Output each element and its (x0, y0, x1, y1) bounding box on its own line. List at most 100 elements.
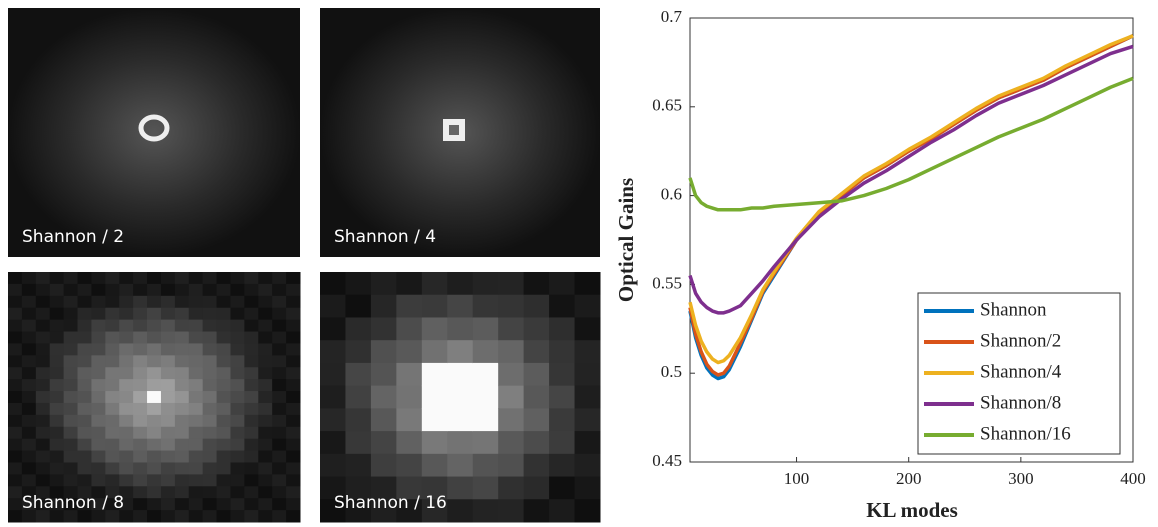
pixel (472, 453, 499, 478)
pixel (160, 391, 176, 404)
pixel (133, 391, 148, 404)
pixel (35, 295, 51, 309)
pixel (472, 362, 499, 387)
pixel (498, 408, 525, 432)
pixel (174, 391, 190, 404)
pixel (258, 355, 273, 368)
pixel (21, 307, 37, 321)
pixel (447, 317, 474, 341)
pixel (202, 272, 218, 285)
pixel (345, 294, 372, 318)
pixel (188, 355, 204, 368)
pixel (8, 272, 23, 285)
pixel (63, 438, 79, 452)
pixel (523, 340, 550, 364)
pixel (160, 486, 176, 499)
pixel (549, 317, 576, 341)
pixel (216, 426, 231, 440)
pixel (21, 319, 37, 333)
pixel (230, 272, 245, 285)
pixel (244, 307, 259, 321)
pixel (272, 343, 287, 356)
pixel (320, 385, 346, 409)
pixel (21, 474, 37, 487)
pixel (549, 294, 576, 318)
pixel (63, 414, 79, 428)
pixel (160, 307, 176, 321)
pixel (286, 307, 301, 321)
pixel (370, 340, 397, 364)
pixel (8, 367, 23, 380)
pixel (133, 319, 148, 333)
pixel (188, 474, 204, 487)
pixel (230, 367, 245, 380)
pixel (160, 343, 176, 356)
pixel (133, 343, 148, 356)
pixel (63, 307, 79, 321)
pixel (345, 408, 372, 432)
pixel (91, 307, 106, 321)
pixel (286, 438, 301, 452)
pixel (91, 379, 106, 392)
pixel (188, 307, 204, 321)
pixel (77, 355, 92, 368)
pixel (286, 272, 301, 285)
pixel (63, 450, 79, 463)
pixel (119, 391, 134, 404)
pixel (21, 331, 37, 344)
pixel (119, 438, 134, 452)
pixel (160, 474, 176, 487)
pixel (49, 283, 65, 297)
pixel (105, 272, 120, 285)
pixel (77, 474, 92, 487)
pixel (8, 319, 23, 333)
pixel (472, 340, 499, 364)
pixel (272, 438, 287, 452)
pixel (91, 438, 106, 452)
pixel (35, 307, 51, 321)
pixel (174, 307, 190, 321)
y-tick-label: 0.5 (661, 362, 682, 381)
pixel (119, 307, 134, 321)
pixel (230, 391, 245, 404)
pixel (174, 462, 190, 475)
pixel (8, 426, 23, 440)
pixel (160, 402, 176, 416)
pixel (105, 486, 120, 499)
pixel (63, 474, 79, 487)
pixel (77, 367, 92, 380)
pixel (447, 362, 474, 387)
pixel (272, 391, 287, 404)
pixel (272, 331, 287, 344)
pixel (272, 355, 287, 368)
pixel (8, 438, 23, 452)
pixel (21, 367, 37, 380)
pixel (396, 362, 423, 387)
pixel (286, 367, 301, 380)
pixel (202, 438, 218, 452)
pixel (286, 426, 301, 440)
pixel (77, 402, 92, 416)
pixel (35, 450, 51, 463)
y-tick-label: 0.45 (652, 451, 682, 470)
pixel (49, 474, 65, 487)
pixel (49, 402, 65, 416)
pixel (105, 355, 120, 368)
pixel (230, 331, 245, 344)
pixel (105, 426, 120, 440)
pixel (133, 283, 148, 297)
pixel (574, 476, 601, 500)
pixel (147, 438, 162, 452)
pixel (370, 476, 397, 500)
pixel (147, 474, 162, 487)
pixel (345, 340, 372, 364)
y-tick-label: 0.65 (652, 96, 682, 115)
pixel (174, 510, 190, 523)
pixel (188, 450, 204, 463)
pixel (272, 474, 287, 487)
pixel (286, 498, 301, 511)
pixel (188, 283, 204, 297)
pixel (8, 379, 23, 392)
pixel (286, 414, 301, 428)
pixel (498, 453, 525, 478)
